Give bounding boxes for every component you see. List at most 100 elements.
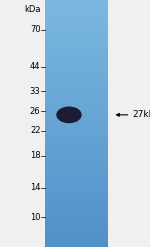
Bar	[45, 146, 108, 147]
Bar	[45, 224, 108, 225]
Bar	[45, 109, 108, 110]
Bar	[45, 26, 108, 27]
Bar	[45, 105, 108, 106]
Bar	[45, 104, 108, 105]
Bar	[45, 151, 108, 152]
Bar	[45, 10, 108, 11]
Bar	[45, 40, 108, 41]
Text: 70: 70	[30, 25, 40, 34]
Bar	[45, 155, 108, 156]
Bar	[45, 240, 108, 241]
Bar	[45, 24, 108, 25]
Bar	[45, 165, 108, 166]
Bar	[45, 116, 108, 117]
Bar	[45, 103, 108, 104]
Bar	[45, 180, 108, 181]
Bar	[45, 25, 108, 26]
Bar	[45, 97, 108, 98]
Bar	[45, 129, 108, 130]
Bar	[45, 164, 108, 165]
Bar	[45, 140, 108, 141]
Bar	[45, 177, 108, 178]
Bar	[45, 213, 108, 214]
Bar	[45, 53, 108, 54]
Bar	[45, 171, 108, 172]
Bar	[45, 83, 108, 84]
Bar	[45, 72, 108, 73]
Bar	[45, 84, 108, 85]
Bar	[45, 200, 108, 201]
Bar	[45, 115, 108, 116]
Bar	[45, 159, 108, 160]
Bar	[45, 212, 108, 213]
Bar	[45, 190, 108, 191]
Bar	[45, 134, 108, 135]
Bar	[45, 21, 108, 22]
Bar	[45, 133, 108, 134]
Bar	[45, 117, 108, 118]
Bar	[45, 176, 108, 177]
Bar	[45, 183, 108, 184]
Bar	[45, 161, 108, 162]
Bar	[45, 169, 108, 170]
Bar	[45, 228, 108, 229]
Text: 10: 10	[30, 213, 40, 222]
Bar	[45, 152, 108, 153]
Bar	[45, 96, 108, 97]
Bar	[45, 87, 108, 88]
Bar	[45, 22, 108, 23]
Bar	[45, 170, 108, 171]
Bar	[45, 7, 108, 8]
Bar	[45, 79, 108, 80]
Bar	[45, 75, 108, 76]
Bar	[45, 243, 108, 244]
Bar	[45, 106, 108, 107]
Bar	[45, 174, 108, 175]
Bar	[45, 57, 108, 58]
Bar	[45, 88, 108, 89]
Bar	[45, 37, 108, 38]
Bar	[45, 145, 108, 146]
Bar	[45, 130, 108, 131]
Bar	[45, 179, 108, 180]
Bar	[45, 0, 108, 1]
Bar	[45, 194, 108, 195]
Bar	[45, 230, 108, 231]
Bar	[45, 223, 108, 224]
Bar	[45, 136, 108, 137]
Bar	[45, 2, 108, 3]
Bar	[45, 9, 108, 10]
Bar	[45, 119, 108, 120]
Text: 22: 22	[30, 126, 40, 135]
Bar	[45, 207, 108, 208]
Bar	[45, 118, 108, 119]
Bar	[45, 49, 108, 50]
Bar	[45, 101, 108, 102]
Bar	[45, 198, 108, 199]
Bar	[45, 160, 108, 161]
Bar	[45, 188, 108, 189]
Bar	[45, 42, 108, 43]
Bar	[45, 112, 108, 113]
Bar	[45, 19, 108, 20]
Bar	[45, 95, 108, 96]
Bar	[45, 172, 108, 173]
Bar	[45, 222, 108, 223]
Bar	[45, 225, 108, 226]
Bar	[45, 86, 108, 87]
Bar	[45, 196, 108, 197]
Bar	[45, 237, 108, 238]
Bar	[45, 141, 108, 142]
Bar	[45, 203, 108, 204]
Bar	[45, 108, 108, 109]
Bar	[45, 60, 108, 61]
Bar	[45, 17, 108, 18]
Bar	[45, 158, 108, 159]
Bar	[45, 71, 108, 72]
Bar	[45, 214, 108, 215]
Bar	[45, 69, 108, 70]
Bar	[45, 166, 108, 167]
Text: kDa: kDa	[24, 5, 40, 14]
Bar	[45, 65, 108, 66]
Bar	[45, 143, 108, 144]
